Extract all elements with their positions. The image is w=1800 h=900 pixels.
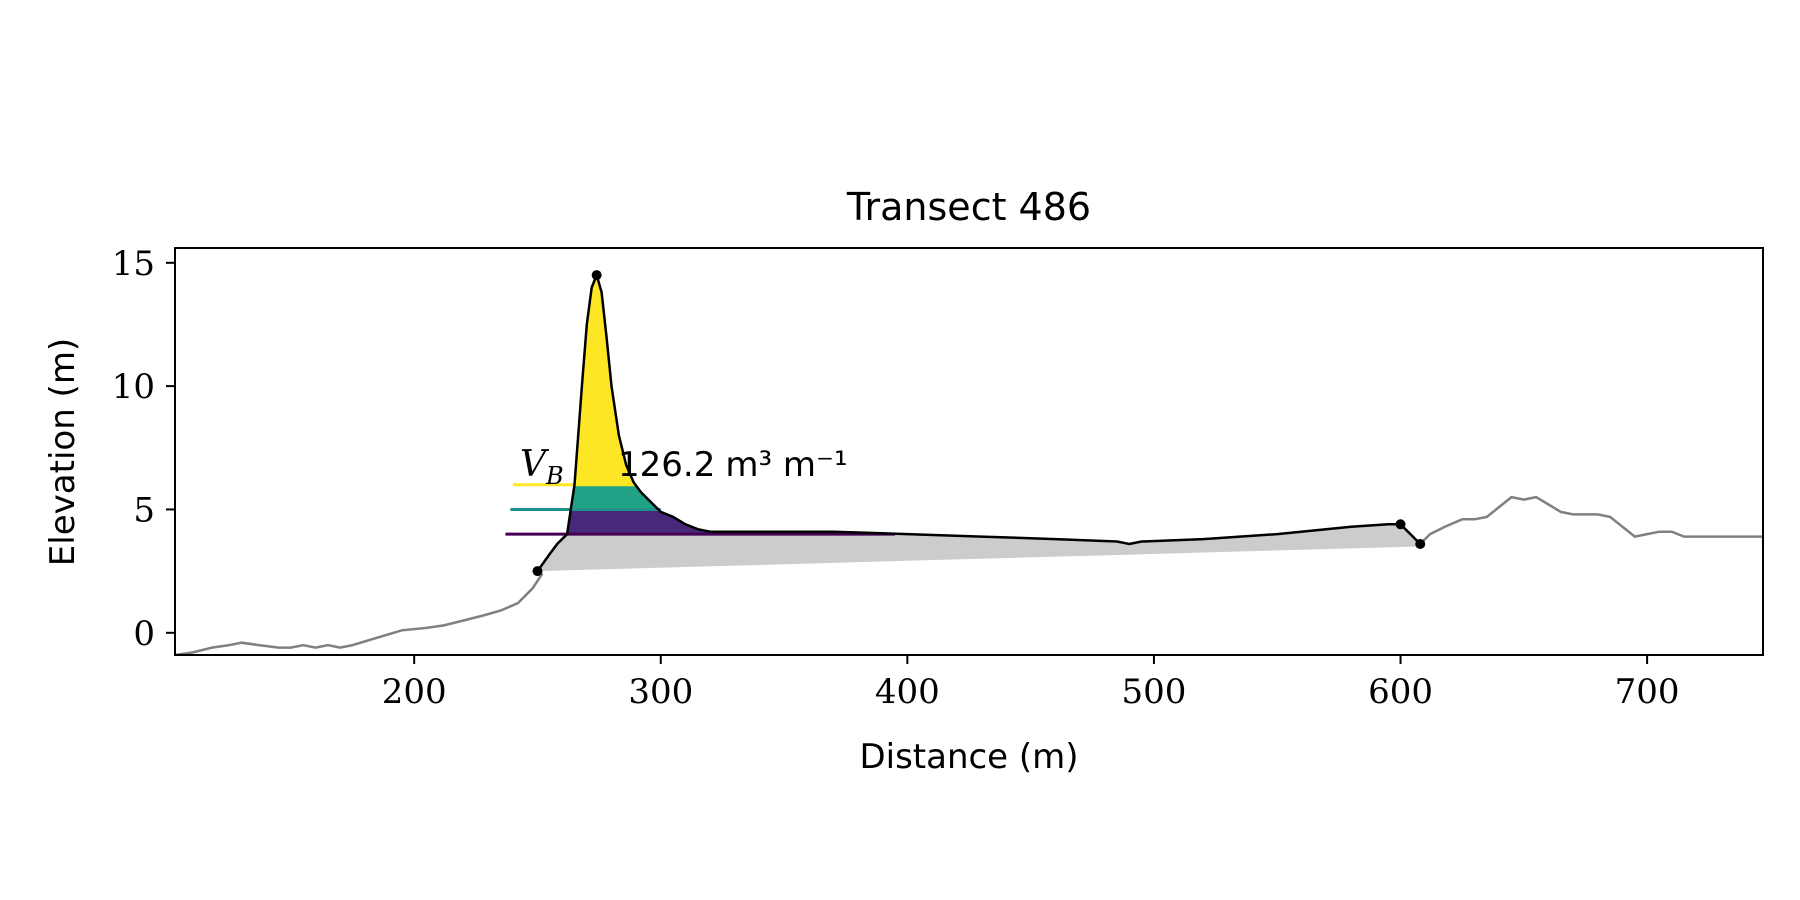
y-tick-label: 15	[112, 244, 155, 284]
chart-title: Transect 486	[846, 185, 1091, 229]
dune-points	[532, 270, 1426, 577]
level-lines	[505, 483, 896, 536]
volume-bands	[567, 275, 785, 535]
x-tick-label: 400	[875, 672, 940, 712]
fill-layer	[537, 275, 1421, 572]
x-tick-label: 200	[382, 672, 447, 712]
annotation-value: 126.2 m³ m⁻¹	[618, 445, 848, 485]
landward-profile-line	[1419, 495, 1763, 545]
volume-band-yellow	[574, 275, 636, 485]
x-tick-label: 500	[1121, 672, 1186, 712]
y-tick-label: 0	[133, 614, 155, 654]
x-tick-label: 300	[628, 672, 693, 712]
dune-profile-line	[536, 271, 1422, 572]
x-tick-label: 700	[1615, 672, 1680, 712]
annotation-units: m³ m⁻¹	[725, 445, 847, 485]
dune-point	[1415, 539, 1426, 549]
annotation-symbol: VB	[520, 444, 564, 490]
x-axis-label: Distance (m)	[859, 737, 1078, 777]
volume-annotation: VB 126.2 m³ m⁻¹	[520, 444, 848, 490]
y-tick-label: 5	[133, 490, 155, 530]
y-axis-label: Elevation (m)	[43, 338, 83, 566]
annotation-number: 126.2	[618, 445, 715, 485]
volume-band-teal	[570, 484, 659, 510]
dune-volume-fill	[537, 275, 1421, 572]
dune-point	[532, 566, 543, 577]
volume-band-purple	[567, 509, 785, 535]
dune-point	[591, 270, 602, 281]
seaward-profile-line	[175, 572, 544, 655]
y-tick-label: 10	[112, 367, 155, 407]
x-axis-ticks: 200 300 400 500 600 700	[382, 655, 1680, 712]
plot-frame	[174, 247, 1764, 656]
y-axis-ticks: 0 5 10 15	[112, 244, 175, 654]
profile-lines	[175, 271, 1763, 655]
x-tick-label: 600	[1368, 672, 1433, 712]
dune-point	[1395, 519, 1406, 530]
